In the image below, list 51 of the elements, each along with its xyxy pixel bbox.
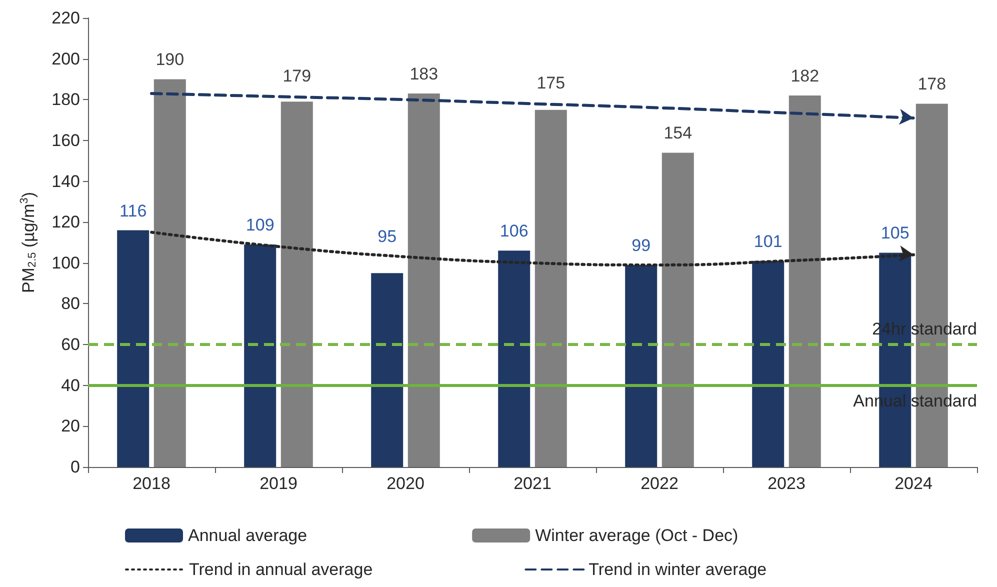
y-tick-label: 40 — [61, 376, 80, 395]
data-label: 101 — [754, 232, 782, 251]
data-label: 183 — [410, 64, 438, 84]
bar — [625, 264, 658, 467]
data-label: 116 — [120, 201, 147, 220]
y-axis-title: PM2.5 (µg/m3) — [18, 192, 38, 294]
x-tick-label: 2022 — [640, 474, 678, 493]
y-tick-label: 220 — [52, 8, 80, 28]
data-label: 179 — [282, 66, 312, 86]
x-tick-label: 2024 — [894, 474, 932, 493]
data-label: 105 — [880, 224, 910, 243]
bar — [662, 152, 694, 467]
legend-label: Winter average (Oct - Dec) — [535, 526, 738, 545]
x-tick-label: 2019 — [260, 474, 298, 493]
bar — [534, 110, 567, 467]
y-tick-label: 60 — [61, 335, 80, 354]
x-tick-label: 2023 — [768, 474, 806, 493]
y-tick-label: 0 — [70, 458, 80, 476]
bar — [117, 230, 150, 467]
y-tick-label: 200 — [52, 49, 80, 68]
data-label: 175 — [536, 74, 566, 93]
data-label: 178 — [918, 74, 946, 94]
bar — [280, 102, 313, 467]
y-tick-label: 140 — [52, 172, 80, 191]
legend-label: Annual average — [188, 526, 308, 545]
data-label: 190 — [156, 50, 184, 70]
y-tick-label: 80 — [61, 294, 80, 314]
bar — [154, 79, 186, 467]
bar — [371, 273, 404, 467]
x-tick-label: 2020 — [386, 474, 424, 493]
legend-label: Trend in winter average — [588, 560, 767, 579]
bar — [408, 94, 440, 467]
x-tick-label: 2021 — [514, 474, 552, 493]
data-label: 182 — [790, 66, 820, 86]
bar — [498, 250, 530, 467]
x-tick-label: 2018 — [132, 474, 170, 493]
y-tick-label: 160 — [52, 130, 80, 150]
data-label: 95 — [378, 226, 397, 246]
y-tick-label: 180 — [52, 90, 80, 110]
ref-line-label: Annual standard — [853, 391, 977, 410]
legend-label: Trend in annual average — [189, 560, 373, 579]
y-tick-label: 120 — [52, 212, 80, 232]
y-tick-label: 20 — [61, 416, 80, 436]
data-label: 106 — [500, 222, 528, 241]
bar — [752, 260, 784, 467]
data-label: 99 — [632, 236, 651, 255]
data-label: 154 — [664, 124, 692, 143]
bar — [788, 96, 821, 467]
data-label: 109 — [246, 216, 274, 235]
y-tick-label: 100 — [52, 253, 80, 272]
bar — [244, 244, 276, 467]
